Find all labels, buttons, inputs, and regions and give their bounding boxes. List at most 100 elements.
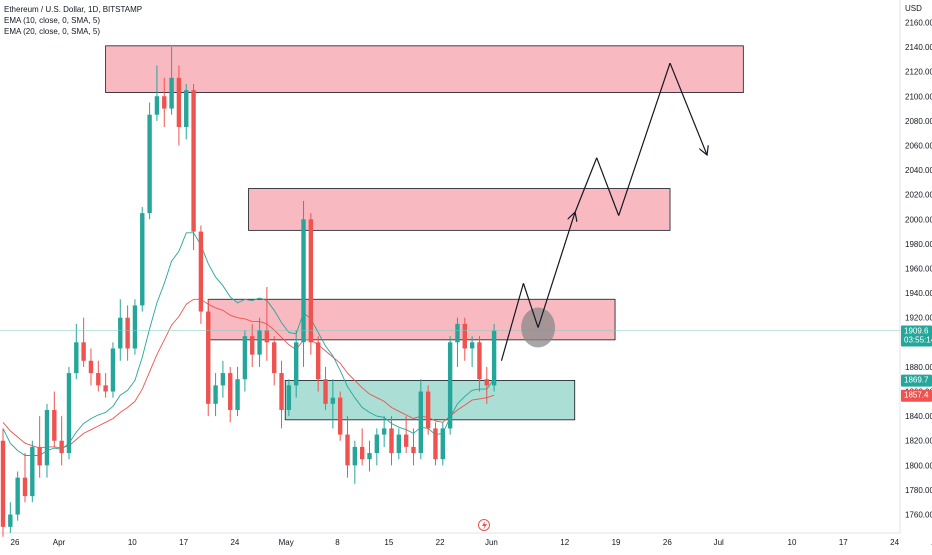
candle — [279, 360, 284, 429]
flash-icon[interactable] — [478, 519, 490, 531]
candle — [418, 379, 424, 460]
candle-body — [118, 317, 123, 349]
candle-body — [264, 330, 270, 343]
y-tick-label: 1940.00 — [905, 289, 932, 298]
candle-body — [294, 342, 299, 386]
y-tick-label: 1780.00 — [905, 486, 932, 495]
candle-body — [337, 397, 343, 435]
candle-body — [132, 305, 138, 349]
candle — [250, 323, 255, 367]
ema10-legend[interactable]: EMA (10, close, 0, SMA, 5) — [4, 16, 101, 25]
projection-segment — [500, 283, 525, 361]
candle-body — [250, 336, 255, 355]
ema20-legend[interactable]: EMA (20, close, 0, SMA, 5) — [4, 27, 101, 36]
candle-body — [242, 336, 248, 380]
candle — [425, 385, 431, 435]
candle — [74, 323, 79, 380]
x-tick-label: Jun — [485, 538, 498, 547]
candle — [242, 330, 248, 392]
x-tick-label: 17 — [839, 538, 848, 547]
candle-body — [425, 391, 431, 429]
x-tick-label: 17 — [179, 538, 188, 547]
x-tick-label: 24 — [890, 538, 899, 547]
candle-body — [308, 219, 314, 343]
candle — [440, 422, 445, 466]
candle — [359, 428, 365, 466]
candle — [132, 299, 138, 355]
candle-body — [191, 90, 196, 232]
candle-body — [330, 397, 336, 404]
candle-body — [22, 477, 28, 497]
projection-segment — [522, 283, 539, 328]
candle-body — [206, 311, 211, 404]
candle — [198, 225, 204, 324]
candle — [15, 471, 20, 521]
candle-body — [455, 323, 460, 343]
candle — [484, 366, 489, 404]
y-tick-label: 2080.00 — [905, 117, 932, 126]
projection-layer — [500, 62, 706, 361]
candle-body — [403, 434, 409, 447]
candle-body — [176, 77, 182, 128]
y-tick-label: 2060.00 — [905, 141, 932, 150]
ema10-badge-bg — [901, 374, 932, 387]
ema20-badge-text: 1857.4 — [904, 391, 929, 400]
candle-body — [469, 342, 475, 349]
candle-body — [30, 446, 35, 497]
y-tick-label: 1800.00 — [905, 461, 932, 470]
y-tick-label: 1840.00 — [905, 412, 932, 421]
candle-body — [396, 434, 402, 454]
candle-body — [169, 77, 174, 109]
candle — [272, 336, 277, 386]
y-tick-label: 2000.00 — [905, 215, 932, 224]
candle — [411, 428, 416, 466]
candle — [37, 416, 42, 478]
candle-body — [315, 342, 321, 380]
candle — [191, 83, 196, 251]
x-tick-label: May — [279, 538, 294, 547]
candle-body — [88, 360, 94, 374]
ema-layer — [2, 232, 495, 456]
candle — [294, 330, 299, 398]
y-axis-unit: USD — [905, 4, 922, 13]
x-tick-label: 12 — [560, 538, 569, 547]
y-tick-label: 1760.00 — [905, 511, 932, 520]
candle — [206, 299, 211, 417]
candle — [8, 502, 13, 533]
candle-body — [345, 434, 350, 466]
candle-body — [418, 391, 424, 454]
candle-body — [110, 348, 116, 392]
candle — [403, 416, 409, 454]
candle — [125, 305, 130, 361]
chart-legend: Ethereum / U.S. Dollar, 1D, BITSTAMP EMA… — [4, 4, 142, 37]
x-tick-label: 22 — [436, 538, 445, 547]
symbol-title[interactable]: Ethereum / U.S. Dollar, 1D, BITSTAMP — [4, 5, 143, 14]
candle-body — [140, 213, 145, 306]
candle — [30, 440, 35, 503]
candle — [308, 213, 314, 355]
candle — [22, 453, 28, 503]
candle — [345, 416, 350, 478]
candle — [264, 286, 270, 361]
candle-body — [272, 342, 277, 374]
candle-body — [59, 440, 64, 454]
candle — [176, 65, 182, 146]
candle — [81, 317, 86, 367]
candle — [330, 379, 336, 429]
candle-body — [389, 428, 394, 454]
y-tick-label: 1960.00 — [905, 265, 932, 274]
candle-body — [367, 453, 372, 460]
y-tick-label: 1980.00 — [905, 240, 932, 249]
candle — [462, 317, 467, 361]
candle — [367, 440, 372, 472]
candle-body — [44, 409, 50, 466]
y-tick-label: 2040.00 — [905, 166, 932, 175]
candle — [301, 200, 306, 367]
y-tick-label: 2100.00 — [905, 92, 932, 101]
candle — [374, 428, 380, 466]
candle-body — [447, 342, 453, 429]
candle-body — [96, 373, 101, 386]
current-price-badge-text: 03:55:14 — [904, 336, 932, 345]
